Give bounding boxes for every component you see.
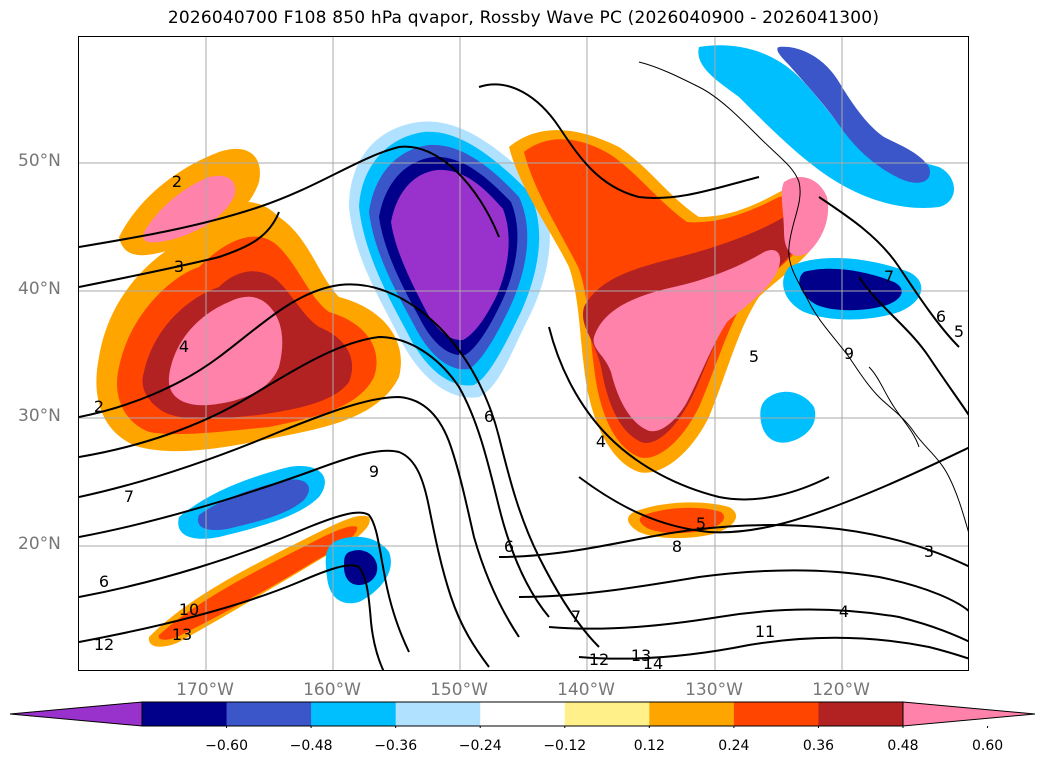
anomaly-fill-ne-blue — [777, 46, 930, 183]
map-title: 2026040700 F108 850 hPa qvapor, Rossby W… — [167, 8, 880, 28]
contour-label: 8 — [672, 537, 682, 556]
colorbar-tick-label: 0.12 — [633, 738, 665, 754]
colorbar-tick-label: −0.24 — [458, 738, 502, 754]
anomaly-fill-east-pink — [593, 249, 781, 432]
lat-label-50n: 50°N — [18, 151, 61, 171]
colorbar — [9, 700, 1037, 732]
colorbar-segment — [395, 702, 481, 726]
coastline-baja — [868, 366, 920, 448]
contour-label: 7 — [884, 267, 894, 286]
contour-label: 12 — [589, 650, 609, 669]
colorbar-segment — [564, 702, 650, 726]
contour-label: 4 — [839, 602, 849, 621]
contour-line — [498, 524, 968, 568]
contour-label: 4 — [596, 432, 606, 451]
lon-label-140w: 140°W — [557, 680, 615, 700]
contour-label: 9 — [369, 462, 379, 481]
contour-line — [578, 636, 968, 660]
colorbar-tick-label: 0.60 — [971, 738, 1004, 754]
contour-label: 7 — [124, 487, 134, 506]
contour-label: 9 — [844, 344, 854, 363]
contour-lines — [79, 83, 968, 670]
contour-labels: 2 3 4 2 7 9 6 6 4 5 5 8 6 10 12 13 7 11 … — [94, 172, 964, 671]
contour-label: 2 — [172, 172, 182, 191]
colorbar-segment — [818, 702, 904, 726]
colorbar-segment — [142, 702, 228, 726]
anomaly-fill-band-red — [158, 526, 358, 640]
colorbar-tick-label: 0.24 — [718, 738, 750, 754]
map-panel: 2 3 4 2 7 9 6 6 4 5 5 8 6 10 12 13 7 11 … — [78, 36, 969, 671]
coastline — [638, 61, 968, 532]
lon-label-130w: 130°W — [685, 680, 743, 700]
colorbar-tick-label: 0.48 — [887, 738, 919, 754]
contour-line — [548, 326, 830, 501]
colorbar-frame — [141, 701, 904, 727]
colorbar-segment — [480, 702, 566, 726]
contour-line — [79, 335, 550, 618]
colorbar-svg — [9, 701, 1036, 731]
contour-line — [79, 283, 600, 648]
colorbar-tick-label: −0.12 — [543, 738, 587, 754]
contour-label: 14 — [643, 654, 663, 671]
anomaly-fill-south-blue — [198, 479, 309, 531]
contour-line — [79, 449, 490, 668]
contour-line — [79, 511, 410, 653]
contour-line — [518, 569, 968, 612]
lat-label-20n: 20°N — [18, 534, 61, 554]
map-canvas: 2 3 4 2 7 9 6 6 4 5 5 8 6 10 12 13 7 11 … — [79, 37, 968, 671]
contour-label: 5 — [749, 347, 759, 366]
contour-line — [548, 608, 968, 643]
lon-label-120w: 120°W — [812, 680, 870, 700]
colorbar-extend-low — [9, 701, 143, 727]
contour-label: 3 — [924, 542, 934, 561]
contour-label: 13 — [631, 646, 651, 665]
anomaly-fill-central-purple — [391, 169, 509, 341]
contour-label: 12 — [94, 635, 114, 654]
contour-line — [79, 145, 500, 248]
colorbar-extend-high — [902, 701, 1036, 727]
contour-label: 6 — [484, 407, 494, 426]
contour-line — [79, 211, 280, 288]
colorbar-segment — [226, 702, 312, 726]
contour-label: 2 — [94, 397, 104, 416]
colorbar-tick-label: −0.60 — [205, 738, 248, 754]
anomaly-fill-nw-pink — [143, 175, 236, 243]
anomaly-fill-baja-cyan — [760, 391, 816, 443]
lon-label-170w: 170°W — [176, 680, 234, 700]
anomaly-fill-east-trough-red — [639, 507, 725, 534]
contour-label: 3 — [174, 257, 184, 276]
contour-line — [818, 196, 960, 348]
lon-label-160w: 160°W — [303, 680, 361, 700]
anomaly-fill-coast-navy — [799, 268, 902, 311]
contour-label: 6 — [504, 537, 514, 556]
lon-label-150w: 150°W — [430, 680, 488, 700]
lat-label-30n: 30°N — [18, 406, 61, 426]
contour-line — [478, 83, 760, 199]
contour-line — [79, 564, 385, 670]
colorbar-tick-label: 0.36 — [802, 738, 835, 754]
contour-label: 13 — [172, 625, 192, 644]
fill-layer — [96, 45, 954, 647]
contour-label: 5 — [696, 514, 706, 533]
contour-label: 6 — [936, 307, 946, 326]
colorbar-segment — [311, 702, 397, 726]
contour-label: 10 — [179, 600, 199, 619]
lat-label-40n: 40°N — [18, 279, 61, 299]
colorbar-segment — [649, 702, 735, 726]
contour-label: 11 — [755, 622, 775, 641]
contour-label: 4 — [179, 337, 189, 356]
contour-label: 6 — [99, 572, 109, 591]
colorbar-tick-label: −0.48 — [289, 738, 333, 754]
contour-line — [79, 395, 520, 638]
contour-line — [858, 276, 968, 416]
contour-label: 7 — [571, 607, 581, 626]
coastline-north-america — [638, 61, 968, 532]
colorbar-segment — [733, 702, 819, 726]
colorbar-tick-label: −0.36 — [374, 738, 418, 754]
anomaly-fill-coast-pink — [781, 177, 829, 256]
contour-label: 5 — [954, 322, 964, 341]
